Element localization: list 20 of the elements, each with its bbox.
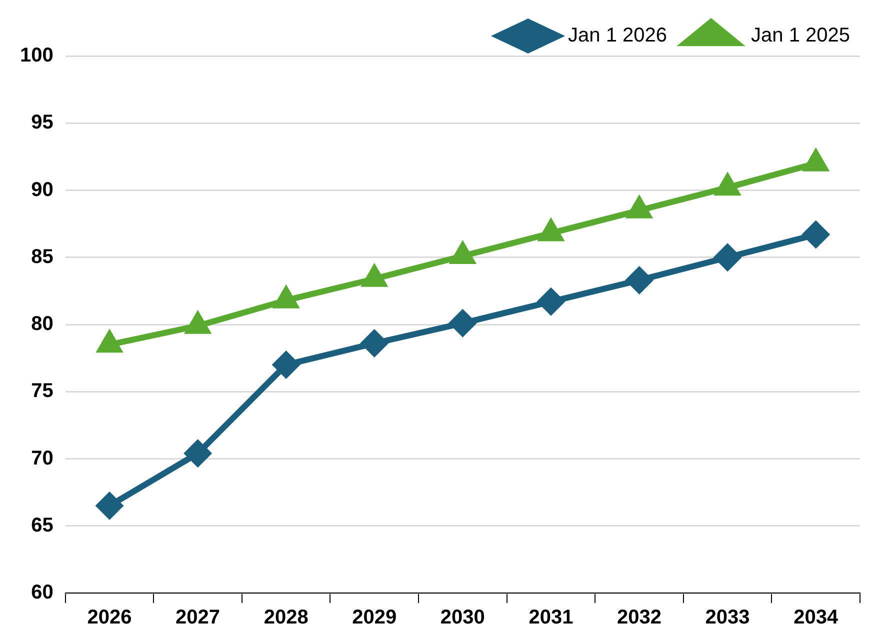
y-tick-label: 65 bbox=[31, 514, 54, 536]
y-tick-label: 70 bbox=[31, 447, 54, 470]
x-tick-label: 2029 bbox=[352, 606, 397, 629]
y-tick-label: 60 bbox=[31, 582, 54, 604]
y-tick-label: 90 bbox=[31, 178, 54, 201]
legend-label: Jan 1 2026 bbox=[568, 24, 668, 47]
x-tick-label: 2031 bbox=[528, 606, 574, 629]
y-tick-label: 80 bbox=[31, 313, 54, 336]
y-tick-label: 85 bbox=[31, 246, 54, 268]
legend-label: Jan 1 2025 bbox=[751, 24, 850, 47]
x-tick-label: 2033 bbox=[705, 606, 750, 629]
y-tick-label: 75 bbox=[31, 380, 54, 402]
x-tick-label: 2032 bbox=[617, 606, 662, 629]
x-tick-label: 2030 bbox=[440, 606, 485, 629]
x-tick-label: 2034 bbox=[794, 606, 839, 629]
x-tick-label: 2028 bbox=[264, 606, 308, 629]
x-tick-label: 2027 bbox=[176, 606, 220, 629]
x-tick-label: 2026 bbox=[87, 606, 132, 629]
y-tick-label: 95 bbox=[31, 112, 54, 134]
y-tick-label: 100 bbox=[20, 44, 54, 67]
